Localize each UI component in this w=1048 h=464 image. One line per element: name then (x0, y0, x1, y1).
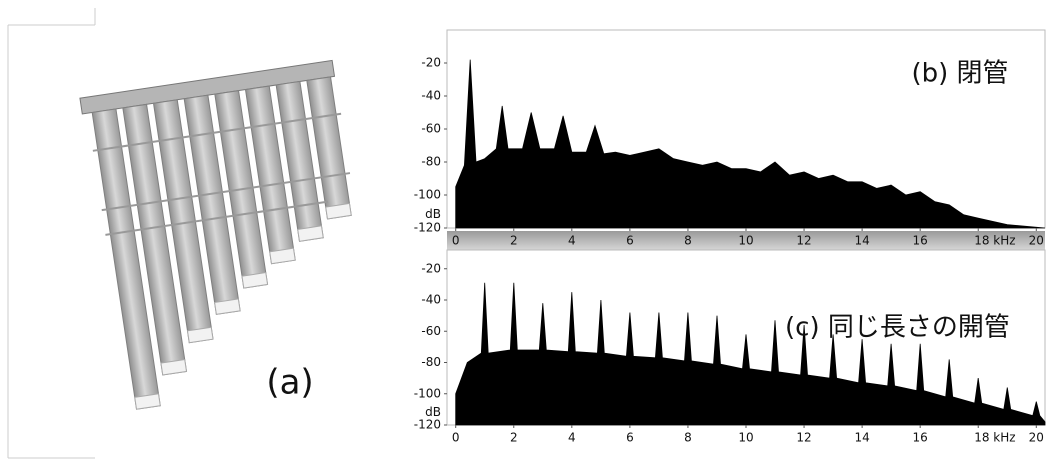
y-axis-unit: dB (425, 207, 441, 221)
y-tick-label: -100 (414, 386, 441, 400)
x-tick-label: 20 (1029, 431, 1044, 445)
x-tick-label: 14 (854, 431, 869, 445)
frame-lines (7, 8, 96, 459)
x-tick-label: 16 (913, 431, 928, 445)
x-tick-label: 12 (796, 431, 811, 445)
y-tick-label: -120 (414, 221, 441, 235)
y-tick-label: -80 (421, 155, 441, 169)
x-tick-label: 14 (854, 234, 869, 248)
x-tick-label: 18 kHz (974, 234, 1015, 248)
panel-title: (b) 閉管 (911, 59, 1008, 89)
x-tick-label: 4 (568, 234, 576, 248)
x-tick-label: 0 (452, 234, 460, 248)
panel-title: (c) 同じ長さの開管 (785, 313, 1010, 343)
x-tick-label: 4 (568, 431, 576, 445)
y-tick-label: -60 (421, 122, 441, 136)
spectrum-area (455, 59, 1046, 229)
x-tick-label: 2 (510, 234, 518, 248)
y-tick-label: -100 (414, 188, 441, 202)
x-tick-label: 10 (738, 431, 753, 445)
x-tick-label: 0 (452, 431, 460, 445)
x-tick-label: 10 (738, 234, 753, 248)
pan-pipes-illustration (79, 59, 352, 410)
x-tick-label: 6 (626, 234, 634, 248)
x-tick-label: 18 kHz (974, 431, 1015, 445)
y-tick-label: -60 (421, 324, 441, 338)
y-tick-label: -20 (421, 56, 441, 70)
x-tick-label: 8 (684, 431, 692, 445)
x-tick-label: 12 (796, 234, 811, 248)
x-tick-label: 2 (510, 431, 518, 445)
x-tick-label: 8 (684, 234, 692, 248)
x-tick-label: 6 (626, 431, 634, 445)
y-axis-unit: dB (425, 405, 441, 419)
x-tick-label: 16 (913, 234, 928, 248)
spectrum-area (455, 282, 1046, 426)
y-tick-label: -120 (414, 418, 441, 432)
x-tick-label: 20 (1029, 234, 1044, 248)
y-tick-label: -80 (421, 355, 441, 369)
y-tick-label: -20 (421, 261, 441, 275)
y-tick-label: -40 (421, 293, 441, 307)
panel-label: (a) (266, 363, 313, 403)
y-tick-label: -40 (421, 89, 441, 103)
